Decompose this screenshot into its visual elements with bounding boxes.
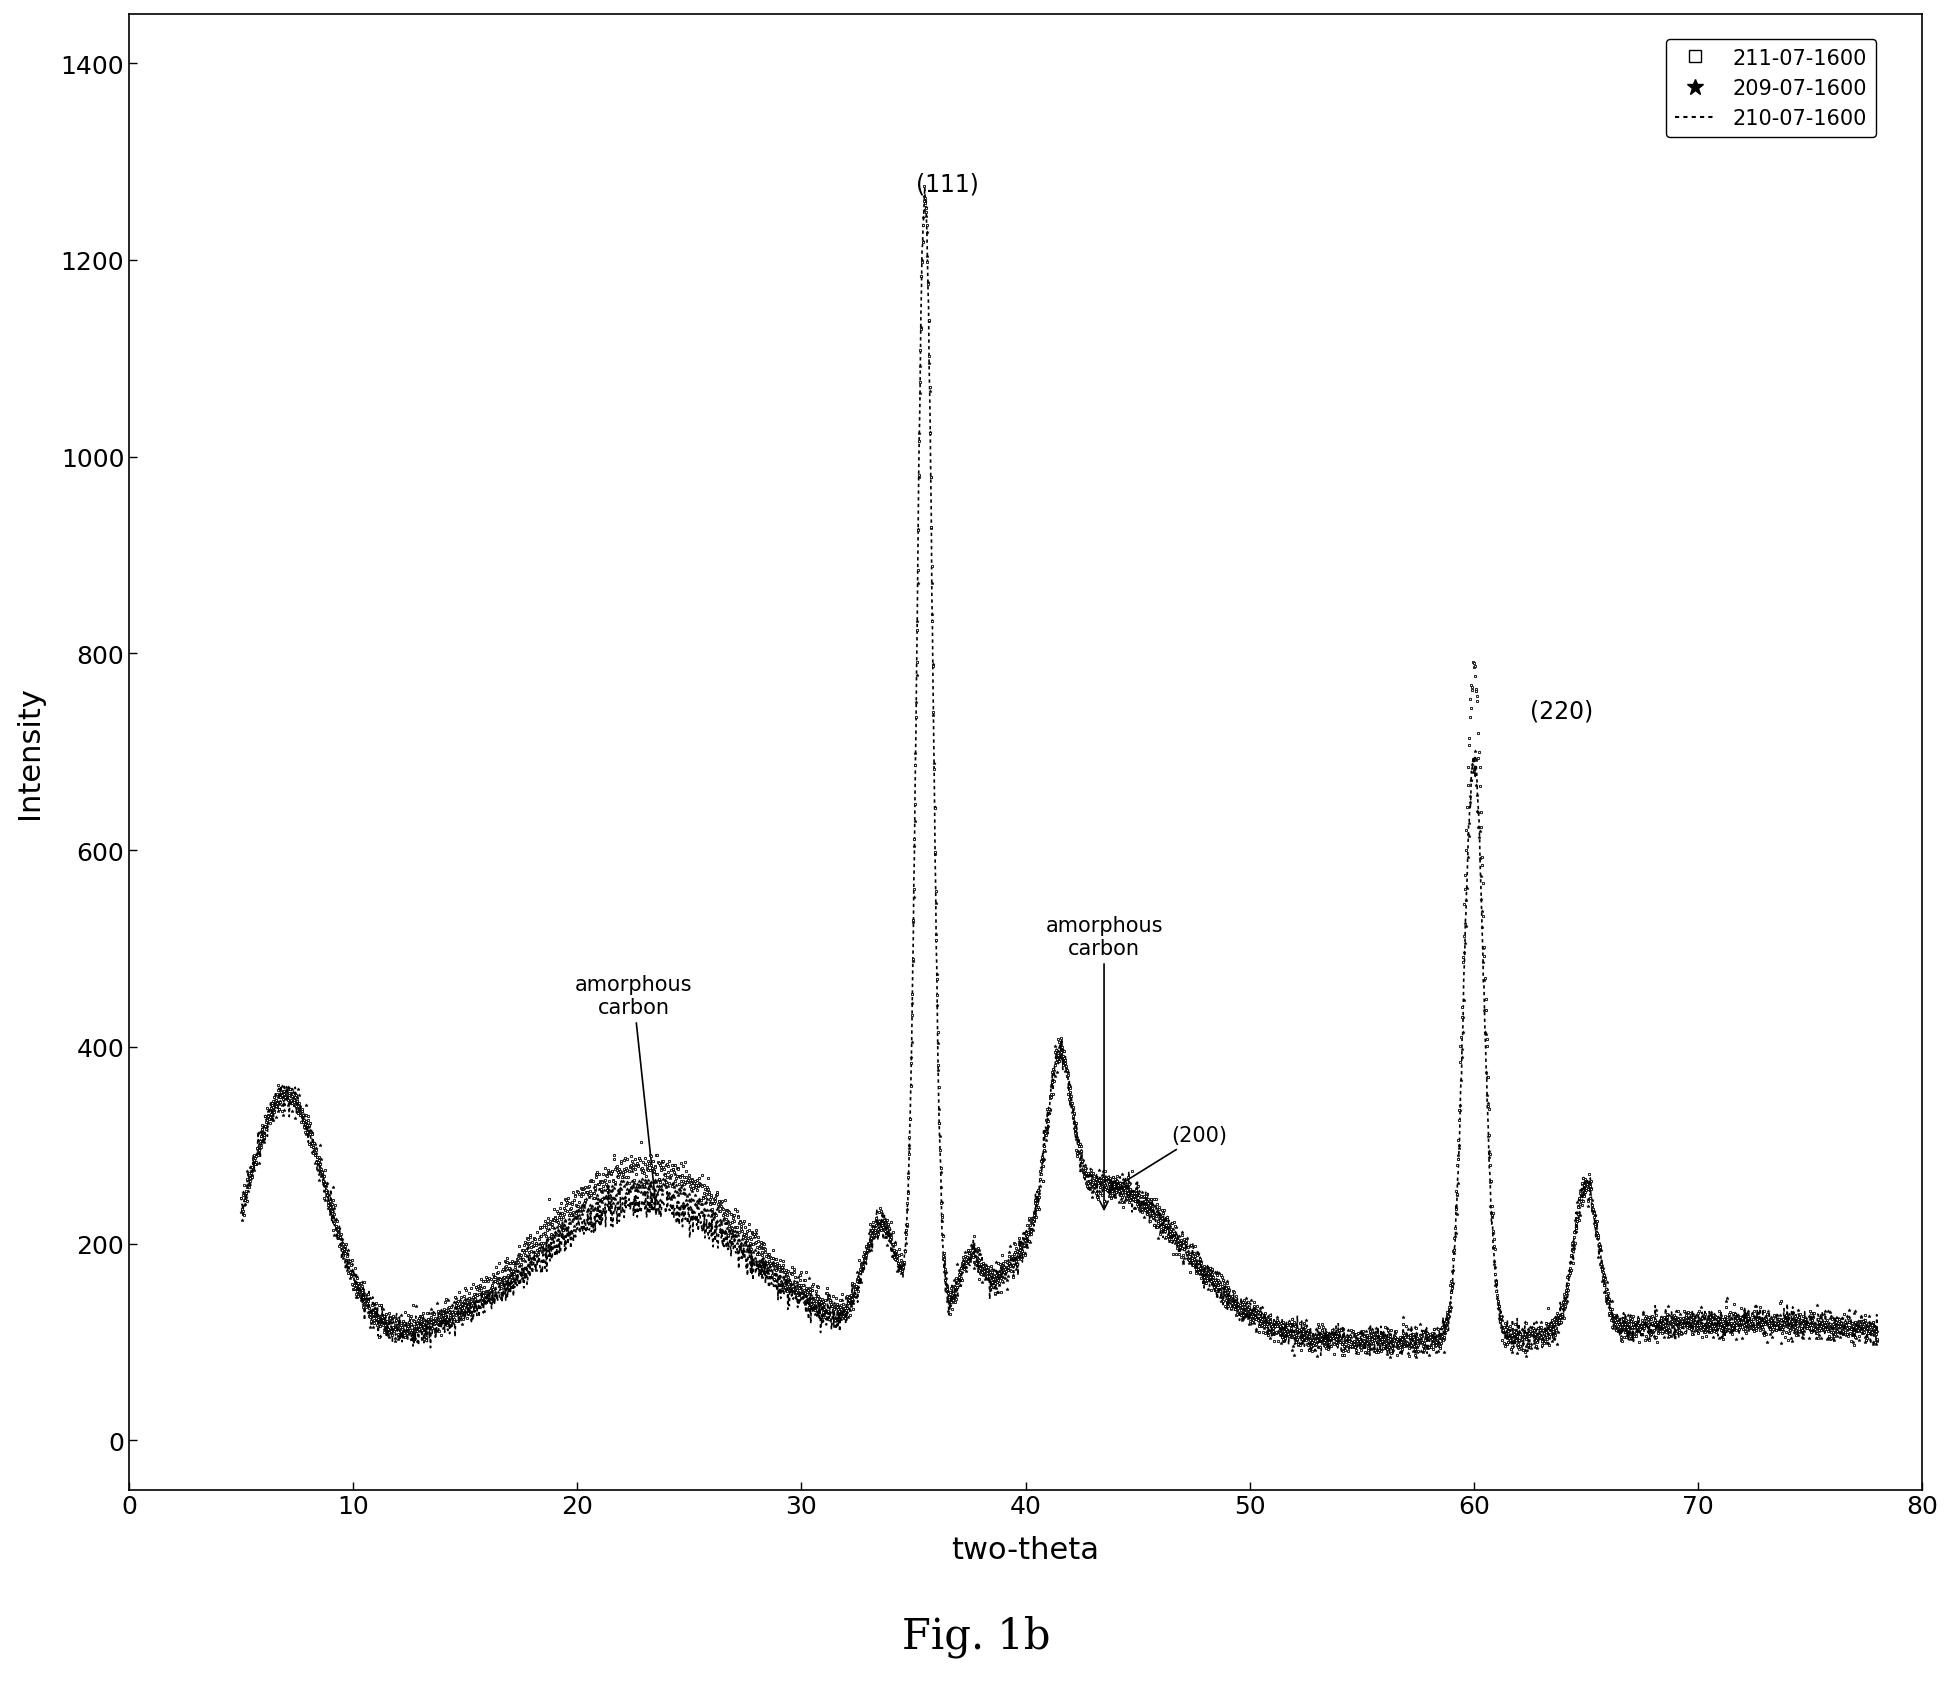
211-07-1600 [514,1231,537,1251]
211-07-1600 [1834,1316,1857,1336]
Text: (200): (200) [1107,1126,1226,1192]
211-07-1600 [416,1314,439,1335]
Text: amorphous
carbon: amorphous carbon [574,975,691,1200]
209-07-1600 [514,1251,537,1272]
209-07-1600 [928,1126,951,1146]
211-07-1600 [1658,1313,1682,1333]
209-07-1600 [857,1240,881,1260]
Line: 209-07-1600: 209-07-1600 [240,195,1879,1358]
Text: (111): (111) [916,173,978,197]
210-07-1600 [514,1262,537,1282]
211-07-1600 [230,1189,254,1209]
Y-axis label: Intensity: Intensity [16,686,45,818]
209-07-1600 [1865,1321,1889,1341]
Text: amorphous
carbon: amorphous carbon [1045,915,1162,1209]
211-07-1600 [1865,1330,1889,1350]
210-07-1600 [1658,1326,1682,1347]
210-07-1600 [1357,1345,1381,1365]
Text: (220): (220) [1529,700,1594,723]
210-07-1600 [1834,1318,1857,1338]
211-07-1600 [912,177,935,197]
209-07-1600 [912,187,935,207]
Line: 211-07-1600: 211-07-1600 [240,185,1879,1357]
210-07-1600 [914,178,937,199]
Line: 210-07-1600: 210-07-1600 [242,188,1877,1355]
210-07-1600 [1865,1323,1889,1343]
211-07-1600 [928,1141,951,1161]
X-axis label: two-theta: two-theta [951,1535,1100,1564]
209-07-1600 [416,1311,439,1331]
209-07-1600 [1834,1324,1857,1345]
210-07-1600 [928,1141,951,1161]
211-07-1600 [1398,1347,1422,1367]
Legend: 211-07-1600, 209-07-1600, 210-07-1600: 211-07-1600, 209-07-1600, 210-07-1600 [1666,41,1875,138]
209-07-1600 [1658,1321,1682,1341]
210-07-1600 [230,1187,254,1207]
209-07-1600 [1377,1347,1400,1367]
210-07-1600 [416,1313,439,1333]
209-07-1600 [230,1202,254,1223]
Text: Fig. 1b: Fig. 1b [902,1615,1051,1657]
210-07-1600 [857,1238,881,1258]
211-07-1600 [857,1234,881,1255]
